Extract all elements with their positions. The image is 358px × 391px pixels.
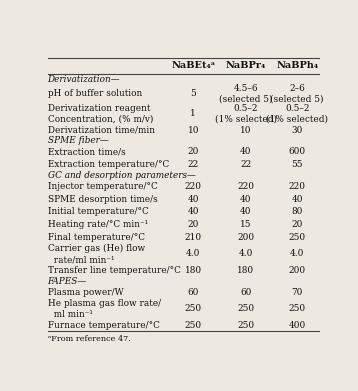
Text: 4.0: 4.0 bbox=[239, 249, 253, 258]
Text: 60: 60 bbox=[188, 288, 199, 297]
Text: 22: 22 bbox=[240, 160, 252, 169]
Text: 15: 15 bbox=[240, 220, 252, 229]
Text: 80: 80 bbox=[291, 208, 303, 217]
Text: 220: 220 bbox=[185, 182, 202, 191]
Text: SPME fiber—: SPME fiber— bbox=[48, 136, 108, 145]
Text: Injector temperature/°C: Injector temperature/°C bbox=[48, 182, 157, 191]
Text: 250: 250 bbox=[185, 304, 202, 313]
Text: 40: 40 bbox=[188, 208, 199, 217]
Text: 600: 600 bbox=[289, 147, 306, 156]
Text: Derivatization reagent
Concentration, (% m/v): Derivatization reagent Concentration, (%… bbox=[48, 104, 153, 124]
Text: He plasma gas flow rate/
  ml min⁻¹: He plasma gas flow rate/ ml min⁻¹ bbox=[48, 299, 161, 319]
Text: Carrier gas (He) flow
  rate/ml min⁻¹: Carrier gas (He) flow rate/ml min⁻¹ bbox=[48, 244, 145, 264]
Text: 250: 250 bbox=[289, 233, 306, 242]
Text: 0.5–2
(1% selected): 0.5–2 (1% selected) bbox=[266, 104, 328, 124]
Text: 22: 22 bbox=[188, 160, 199, 169]
Text: 20: 20 bbox=[188, 220, 199, 229]
Text: Transfer line temperature/°C: Transfer line temperature/°C bbox=[48, 266, 180, 275]
Text: Furnace temperature/°C: Furnace temperature/°C bbox=[48, 321, 159, 330]
Text: 4.5–6
(selected 5): 4.5–6 (selected 5) bbox=[219, 84, 273, 104]
Text: 4.0: 4.0 bbox=[290, 249, 304, 258]
Text: Heating rate/°C min⁻¹: Heating rate/°C min⁻¹ bbox=[48, 220, 147, 229]
Text: 2–6
(selected 5): 2–6 (selected 5) bbox=[271, 84, 324, 104]
Text: 200: 200 bbox=[237, 233, 255, 242]
Text: NaBEt₄ᵃ: NaBEt₄ᵃ bbox=[171, 61, 215, 70]
Text: 5: 5 bbox=[190, 89, 196, 98]
Text: 250: 250 bbox=[237, 304, 255, 313]
Text: 30: 30 bbox=[291, 126, 303, 135]
Text: 210: 210 bbox=[185, 233, 202, 242]
Text: Extraction temperature/°C: Extraction temperature/°C bbox=[48, 160, 169, 169]
Text: SPME desorption time/s: SPME desorption time/s bbox=[48, 195, 157, 204]
Text: 40: 40 bbox=[240, 195, 252, 204]
Text: 400: 400 bbox=[289, 321, 306, 330]
Text: 220: 220 bbox=[289, 182, 306, 191]
Text: Derivatization—: Derivatization— bbox=[48, 75, 120, 84]
Text: 20: 20 bbox=[291, 220, 303, 229]
Text: Final temperature/°C: Final temperature/°C bbox=[48, 233, 145, 242]
Text: 20: 20 bbox=[188, 147, 199, 156]
Text: pH of buffer solution: pH of buffer solution bbox=[48, 89, 142, 98]
Text: 40: 40 bbox=[240, 147, 252, 156]
Text: ᵃFrom reference 47.: ᵃFrom reference 47. bbox=[48, 335, 130, 343]
Text: 180: 180 bbox=[185, 266, 202, 275]
Text: 250: 250 bbox=[185, 321, 202, 330]
Text: 55: 55 bbox=[291, 160, 303, 169]
Text: 60: 60 bbox=[240, 288, 252, 297]
Text: Initial temperature/°C: Initial temperature/°C bbox=[48, 208, 148, 217]
Text: 180: 180 bbox=[237, 266, 255, 275]
Text: GC and desorption parameters—: GC and desorption parameters— bbox=[48, 171, 195, 180]
Text: 220: 220 bbox=[237, 182, 255, 191]
Text: Extraction time/s: Extraction time/s bbox=[48, 147, 125, 156]
Text: 0.5–2
(1% selected): 0.5–2 (1% selected) bbox=[215, 104, 277, 124]
Text: 200: 200 bbox=[289, 266, 306, 275]
Text: Derivatization time/min: Derivatization time/min bbox=[48, 126, 155, 135]
Text: Plasma power/W: Plasma power/W bbox=[48, 288, 123, 297]
Text: FAPES—: FAPES— bbox=[48, 277, 87, 286]
Text: 10: 10 bbox=[240, 126, 252, 135]
Text: 4.0: 4.0 bbox=[186, 249, 200, 258]
Text: 250: 250 bbox=[237, 321, 255, 330]
Text: 10: 10 bbox=[188, 126, 199, 135]
Text: 40: 40 bbox=[291, 195, 303, 204]
Text: 40: 40 bbox=[240, 208, 252, 217]
Text: 70: 70 bbox=[291, 288, 303, 297]
Text: 1: 1 bbox=[190, 109, 196, 118]
Text: NaBPr₄: NaBPr₄ bbox=[226, 61, 266, 70]
Text: 40: 40 bbox=[188, 195, 199, 204]
Text: NaBPh₄: NaBPh₄ bbox=[276, 61, 318, 70]
Text: 250: 250 bbox=[289, 304, 306, 313]
